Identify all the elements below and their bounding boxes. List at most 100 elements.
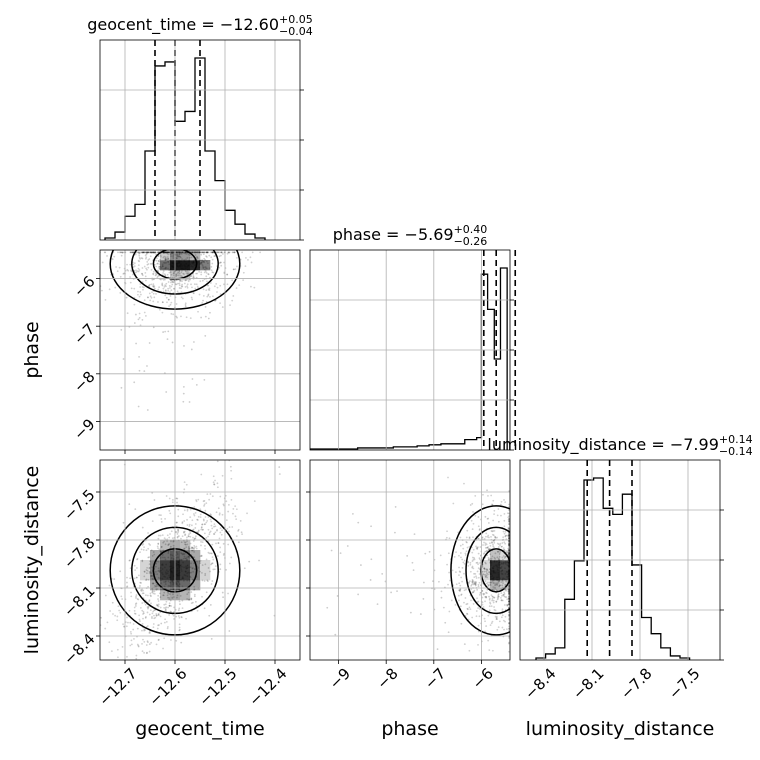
sample-point: [508, 540, 510, 542]
sample-point: [164, 618, 167, 621]
sample-point: [164, 251, 167, 254]
sample-point: [138, 256, 141, 259]
sample-point: [184, 543, 186, 546]
sample-point: [508, 520, 510, 522]
sample-point: [132, 263, 135, 266]
sample-point: [202, 500, 205, 503]
sample-point: [501, 542, 504, 544]
sample-point: [208, 614, 211, 617]
sample-point: [167, 251, 170, 254]
sample-point: [191, 251, 194, 254]
sample-point: [192, 260, 195, 262]
sample-point: [161, 534, 164, 537]
sample-point: [164, 257, 167, 260]
sample-point: [176, 251, 179, 254]
sample-point: [200, 251, 203, 254]
sample-point: [203, 523, 206, 526]
sample-point: [508, 551, 510, 554]
sample-point: [147, 547, 150, 550]
sample-point: [477, 567, 480, 570]
sample-point: [508, 565, 510, 568]
sample-point: [469, 570, 472, 573]
sample-point: [138, 614, 141, 617]
sample-point: [116, 615, 119, 618]
sample-point: [259, 251, 262, 254]
sample-point: [133, 564, 136, 567]
sample-point: [136, 567, 138, 569]
sample-point: [508, 551, 510, 554]
sample-point: [148, 251, 151, 254]
sample-point: [484, 568, 486, 571]
sample-point: [165, 261, 168, 264]
sample-point: [166, 540, 168, 542]
y-tick-label: −9: [70, 415, 98, 443]
sample-point: [217, 542, 220, 545]
sample-point: [140, 582, 142, 584]
sample-point: [501, 594, 503, 597]
sample-point: [159, 550, 162, 553]
sample-point: [210, 256, 213, 259]
sample-point: [178, 260, 180, 263]
sample-point: [482, 592, 485, 595]
sample-point: [475, 610, 478, 612]
sample-point: [146, 567, 149, 569]
sample-point: [465, 603, 468, 606]
sample-point: [191, 601, 194, 604]
sample-point: [226, 273, 229, 276]
sample-point: [481, 538, 484, 541]
sample-point: [175, 315, 178, 318]
sample-point: [180, 253, 183, 255]
sample-point: [234, 268, 237, 271]
sample-point: [198, 251, 201, 254]
density-cell: [490, 580, 501, 591]
sample-point: [170, 273, 173, 276]
sample-point: [147, 251, 150, 254]
sample-point: [128, 503, 131, 506]
sample-point: [160, 546, 163, 549]
sample-point: [137, 290, 139, 293]
sample-point: [505, 575, 508, 578]
sample-point: [169, 259, 171, 262]
sample-point: [192, 251, 195, 254]
sample-point: [178, 255, 181, 258]
sample-point: [138, 251, 141, 254]
sample-point: [508, 603, 510, 606]
sample-point: [217, 251, 220, 254]
sample-point: [186, 598, 189, 600]
sample-point: [177, 251, 180, 254]
sample-point: [168, 284, 171, 287]
sample-point: [454, 571, 457, 574]
sample-point: [180, 315, 182, 318]
sample-point: [192, 274, 195, 277]
sample-point: [496, 618, 498, 620]
sample-point: [486, 517, 489, 520]
sample-point: [180, 251, 183, 254]
sample-point: [494, 583, 497, 586]
sample-point: [493, 571, 496, 573]
sample-point: [505, 571, 508, 574]
sample-point: [242, 279, 245, 282]
sample-point: [184, 286, 187, 288]
sample-point: [168, 251, 170, 254]
sample-point: [492, 595, 494, 598]
sample-point: [176, 563, 179, 566]
sample-point: [148, 632, 151, 634]
sample-point: [143, 265, 146, 268]
sample-point: [168, 271, 171, 274]
sample-point: [171, 262, 174, 265]
sample-point: [497, 562, 500, 565]
sample-point: [165, 620, 168, 623]
sample-point: [161, 573, 164, 576]
sample-point: [500, 545, 503, 548]
sample-point: [500, 500, 503, 503]
sample-point: [493, 556, 496, 559]
sample-point: [476, 561, 479, 564]
sample-point: [151, 251, 154, 254]
sample-point: [493, 606, 495, 608]
sample-point: [138, 269, 141, 271]
sample-point: [138, 260, 141, 263]
sample-point: [205, 255, 208, 257]
sample-point: [508, 617, 510, 620]
density-cell: [180, 590, 191, 601]
sample-point: [202, 251, 204, 254]
